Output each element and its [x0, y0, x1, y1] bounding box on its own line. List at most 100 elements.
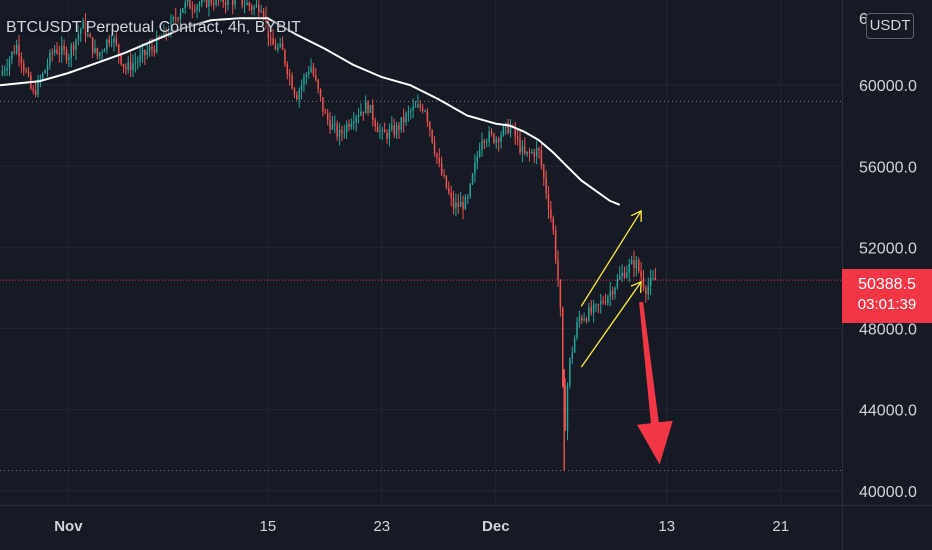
candle-body — [53, 49, 56, 54]
candle-body — [165, 29, 167, 35]
candle-body — [398, 125, 400, 130]
candle-body — [402, 117, 405, 123]
moving-average-line — [0, 17, 621, 206]
candle-body — [521, 146, 524, 153]
candle-body — [478, 150, 481, 157]
candle-body — [60, 45, 63, 54]
y-tick-label: 52000.0 — [859, 240, 917, 257]
candle-body — [573, 337, 576, 353]
candle-body — [524, 146, 526, 154]
candle-body — [177, 18, 179, 20]
candle-body — [234, 0, 236, 5]
candle-body — [483, 140, 486, 143]
candle-body — [474, 162, 476, 175]
candle-body — [621, 272, 623, 276]
candle-body — [623, 272, 626, 278]
currency-button[interactable]: USDT — [866, 13, 914, 39]
x-tick-label: Nov — [54, 518, 83, 535]
candle-body — [222, 0, 224, 3]
candle-body — [319, 88, 322, 98]
candle-body — [410, 110, 412, 112]
candle-body — [205, 0, 208, 7]
candle-body — [193, 9, 196, 11]
candle-body — [18, 44, 20, 57]
candle-body — [258, 4, 260, 13]
candle-body — [581, 317, 583, 321]
y-tick-label-partial: 6 — [859, 11, 868, 28]
projection-arrow — [637, 302, 673, 465]
candle-body — [486, 141, 488, 143]
candle-body — [369, 104, 372, 113]
candle-body — [70, 45, 72, 58]
channel-upper-arrow — [580, 210, 642, 307]
candle-body — [519, 138, 521, 153]
candle-body — [626, 272, 628, 278]
candle-body — [353, 121, 355, 124]
candle-body — [189, 0, 191, 9]
candle-body — [120, 54, 122, 65]
candle-body — [583, 318, 585, 321]
candle-body — [550, 209, 552, 219]
candle-body — [151, 46, 153, 50]
candle-body — [186, 0, 189, 3]
candle-body — [600, 301, 602, 305]
candle-body — [412, 107, 414, 111]
candle-body — [46, 65, 49, 71]
candle-body — [571, 352, 574, 359]
candle-body — [125, 66, 127, 70]
candle-body — [500, 135, 502, 143]
y-tick-label: 48000.0 — [859, 322, 917, 339]
candle-body — [44, 70, 46, 74]
candle-body — [286, 63, 289, 75]
candle-body — [400, 117, 403, 130]
candle-body — [179, 12, 182, 19]
candle-body — [386, 132, 388, 139]
candle-body — [497, 138, 500, 143]
candle-body — [291, 75, 293, 89]
candle-body — [210, 0, 213, 3]
channel-lower-arrow-head — [630, 280, 642, 293]
candle-body — [459, 201, 462, 207]
candle-body — [554, 230, 557, 260]
candle-body — [94, 48, 96, 53]
candle-body — [455, 202, 457, 209]
candle-body — [436, 153, 438, 159]
candle-body — [576, 322, 578, 338]
candle-body — [462, 201, 464, 210]
candle-body — [645, 287, 647, 294]
candle-body — [201, 0, 203, 4]
candle-body — [329, 119, 331, 130]
channel-lower-arrow — [580, 281, 642, 368]
candle-body — [32, 88, 34, 91]
candle-body — [481, 140, 483, 151]
candle-body — [647, 286, 649, 294]
candle-body — [345, 123, 348, 133]
candle-body — [1, 70, 4, 76]
last-price-label: 50388.5 — [858, 276, 916, 293]
candle-body — [438, 158, 441, 164]
candle-body — [134, 62, 137, 64]
candle-body — [274, 44, 277, 50]
y-tick-label: 44000.0 — [859, 403, 917, 420]
y-tick-label: 60000.0 — [859, 78, 917, 95]
candle-body — [68, 57, 70, 61]
candle-body — [476, 156, 479, 163]
candle-body — [516, 136, 519, 139]
candle-body — [357, 115, 360, 117]
candle-body — [562, 308, 564, 387]
candle-body — [25, 70, 27, 72]
candle-body — [51, 52, 53, 54]
candle-body — [607, 296, 609, 303]
candle-body — [49, 52, 51, 66]
candle-body — [296, 94, 298, 100]
candle-body — [566, 385, 569, 431]
candle-body — [502, 126, 505, 136]
candle-body — [637, 259, 640, 271]
candle-body — [633, 260, 635, 269]
candle-body — [559, 279, 562, 309]
candle-body — [284, 49, 286, 64]
candle-body — [155, 36, 158, 53]
candle-body — [595, 304, 597, 306]
